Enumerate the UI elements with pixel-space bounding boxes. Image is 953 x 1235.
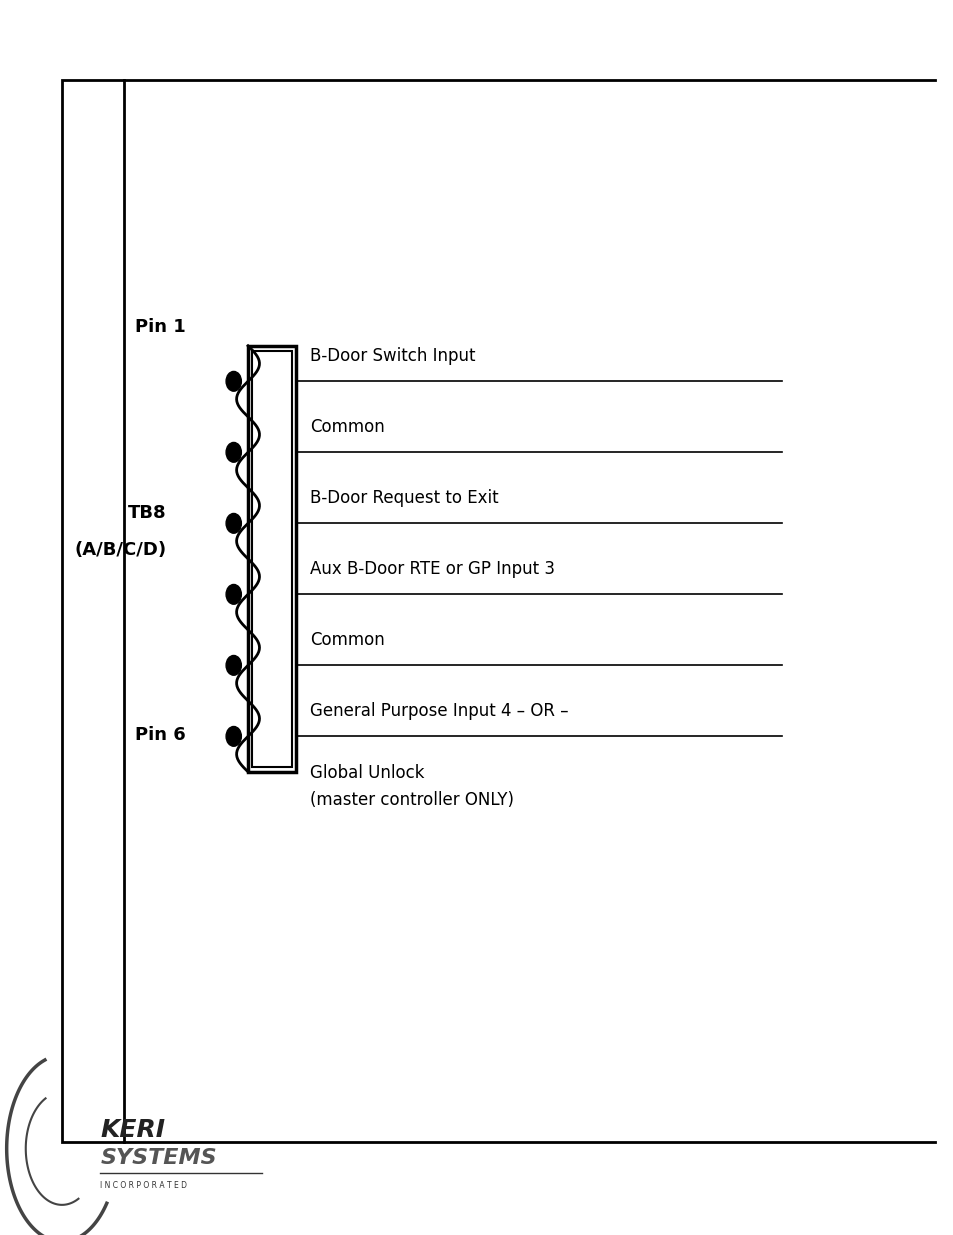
Circle shape — [226, 584, 241, 604]
Text: (A/B/C/D): (A/B/C/D) — [74, 541, 167, 558]
Text: General Purpose Input 4 – OR –: General Purpose Input 4 – OR – — [310, 703, 568, 720]
Circle shape — [226, 726, 241, 746]
Circle shape — [226, 514, 241, 534]
Text: B-Door Switch Input: B-Door Switch Input — [310, 347, 475, 366]
Circle shape — [226, 442, 241, 462]
Text: Pin 6: Pin 6 — [135, 726, 186, 743]
Bar — [252, 351, 292, 767]
Text: Common: Common — [310, 419, 384, 436]
Bar — [248, 346, 295, 772]
Text: Pin 1: Pin 1 — [135, 319, 186, 336]
Bar — [62, 80, 124, 1142]
Text: Common: Common — [310, 631, 384, 650]
Text: (master controller ONLY): (master controller ONLY) — [310, 790, 514, 809]
Text: Aux B-Door RTE or GP Input 3: Aux B-Door RTE or GP Input 3 — [310, 561, 555, 578]
Circle shape — [226, 372, 241, 391]
Text: B-Door Request to Exit: B-Door Request to Exit — [310, 489, 498, 508]
Text: KERI: KERI — [100, 1118, 165, 1142]
Text: SYSTEMS: SYSTEMS — [100, 1149, 216, 1168]
Text: Global Unlock: Global Unlock — [310, 763, 424, 782]
Text: I N C O R P O R A T E D: I N C O R P O R A T E D — [100, 1181, 187, 1191]
Circle shape — [226, 656, 241, 676]
Text: TB8: TB8 — [129, 504, 167, 521]
